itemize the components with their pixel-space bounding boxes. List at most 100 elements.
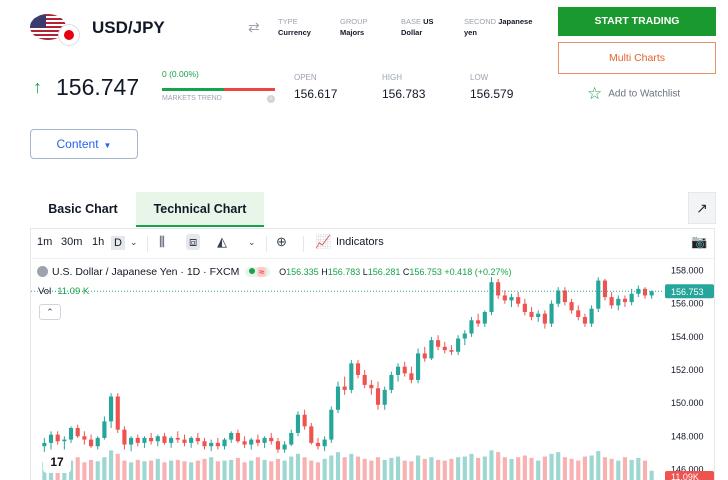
volume-bar	[449, 458, 454, 480]
candle-body	[436, 340, 441, 347]
external-link-icon[interactable]: ↗	[688, 192, 716, 224]
candle-body	[529, 312, 534, 317]
indicators-button[interactable]: Indicators	[336, 236, 384, 248]
volume-bar	[502, 457, 507, 480]
candle-body	[68, 427, 74, 440]
info-icon[interactable]: i	[267, 95, 275, 103]
candles-icon[interactable]: ⧈	[186, 234, 201, 250]
collapse-legend-button[interactable]: ⌃	[39, 304, 61, 320]
candle-body	[382, 389, 387, 405]
volume-bar	[169, 460, 174, 480]
volume-bar	[569, 458, 574, 480]
candlestick-plot[interactable]: 158.000 156.000 154.000 152.000 150.000 148.0…	[31, 259, 715, 480]
volume-bar	[589, 455, 594, 480]
candle-body	[249, 439, 254, 445]
interval-1h[interactable]: 1h	[92, 236, 105, 248]
indicators-icon[interactable]: 📈	[315, 234, 332, 249]
chart-legend: U.S. Dollar / Japanese Yen · 1D · FXCM ≈…	[37, 266, 511, 278]
volume-bar	[195, 460, 200, 480]
candle-body	[602, 280, 608, 298]
y-tick-label: 146.000	[671, 464, 704, 474]
volume-bar	[135, 459, 140, 480]
volume-bar	[562, 457, 567, 480]
start-trading-button[interactable]: START TRADING	[558, 7, 716, 36]
interval-30m[interactable]: 30m	[61, 236, 83, 248]
volume-bar	[82, 462, 87, 480]
volume-bar	[322, 458, 327, 480]
candle-body	[582, 316, 587, 324]
candle-body	[102, 421, 107, 438]
y-tick-label: 154.000	[671, 332, 704, 342]
volume-bar	[602, 457, 608, 480]
volume-bar	[342, 457, 347, 480]
chart-toolbar: 1m 30m 1h D ⌄ ⫼ ⧈ ◭ ⌄ ⊕ 📈 Indicators 📷	[31, 229, 714, 259]
volume-bar	[142, 461, 147, 480]
volume-bar	[309, 460, 314, 480]
star-icon: ☆	[587, 84, 603, 103]
candle-body	[449, 350, 454, 352]
volume-bar	[215, 461, 220, 480]
camera-icon[interactable]: 📷	[691, 234, 708, 249]
volume-bar	[355, 456, 361, 480]
last-price-tag	[665, 284, 714, 299]
swap-icon[interactable]: ⇄	[248, 19, 260, 35]
candle-body	[355, 363, 361, 375]
volume-bar	[436, 459, 441, 480]
candle-body	[362, 374, 367, 385]
volume-bar	[295, 453, 301, 480]
candle-body	[149, 437, 154, 442]
volume-bar	[596, 451, 601, 480]
candle-body	[82, 436, 87, 440]
volume-tag	[665, 471, 714, 480]
interval-d[interactable]: D	[111, 236, 125, 250]
bar-chart-type-icon[interactable]: ⫼	[159, 234, 165, 249]
volume-bar	[235, 457, 240, 480]
area-chart-icon[interactable]: ◭	[217, 234, 227, 249]
candle-body	[629, 293, 634, 303]
volume-bar	[629, 459, 634, 480]
volume-bar	[129, 462, 134, 480]
content-dropdown[interactable]: Content ▼	[30, 129, 138, 159]
volume-bar	[442, 460, 447, 480]
candle-body	[235, 432, 240, 442]
candle-body	[522, 303, 527, 313]
candle-body	[48, 434, 54, 443]
add-compare-icon[interactable]: ⊕	[276, 234, 287, 249]
candle-body	[182, 439, 187, 443]
tab-basic-chart[interactable]: Basic Chart	[48, 202, 118, 216]
candle-body	[649, 291, 654, 296]
volume-bar	[549, 453, 554, 480]
candle-body	[155, 436, 160, 442]
interval-1m[interactable]: 1m	[37, 236, 53, 248]
candle-body	[375, 388, 381, 405]
jp-flag-icon	[58, 24, 80, 46]
candle-body	[122, 429, 127, 445]
candle-body	[109, 396, 114, 422]
tab-technical-chart[interactable]: Technical Chart	[136, 192, 264, 227]
y-tick-label: 158.000	[671, 266, 704, 276]
volume-bar	[109, 450, 114, 480]
volume-bar	[522, 455, 527, 480]
volume-bar	[155, 458, 160, 480]
currency-flags	[30, 14, 80, 48]
volume-bar	[509, 458, 514, 480]
technical-chart[interactable]: 1m 30m 1h D ⌄ ⫼ ⧈ ◭ ⌄ ⊕ 📈 Indicators 📷 1…	[30, 228, 715, 480]
volume-bar	[556, 452, 561, 480]
candle-body	[536, 313, 541, 317]
symbol-logo-icon	[37, 266, 48, 277]
candle-body	[315, 442, 321, 447]
volume-bar	[489, 450, 494, 480]
chevron-down-icon[interactable]: ⌄	[130, 237, 138, 247]
chevron-down-icon[interactable]: ⌄	[248, 237, 256, 247]
candle-body	[462, 333, 467, 339]
volume-bar	[429, 457, 434, 480]
candle-body	[189, 437, 194, 443]
volume-bar	[496, 452, 501, 480]
volume-bar	[75, 457, 80, 480]
candle-body	[549, 303, 554, 324]
candle-body	[202, 441, 207, 447]
volume-bar	[289, 456, 294, 480]
add-to-watchlist[interactable]: ☆ Add to Watchlist	[587, 84, 681, 103]
multi-charts-button[interactable]: Multi Charts	[558, 42, 716, 74]
candle-body	[215, 442, 220, 447]
